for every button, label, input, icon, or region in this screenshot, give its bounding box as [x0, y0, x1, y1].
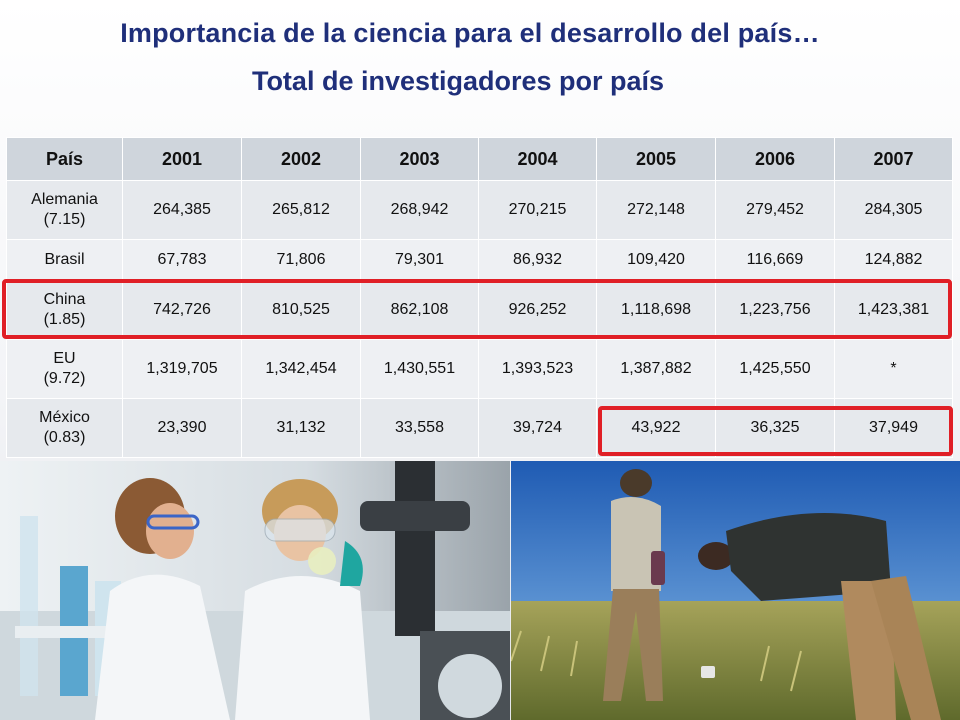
column-header: 2002 [241, 137, 361, 181]
value-cell: 1,430,551 [360, 339, 479, 399]
value-cell: 1,425,550 [715, 339, 835, 399]
value-cell: 33,558 [360, 398, 479, 458]
value-cell: 742,726 [122, 280, 242, 340]
value-cell: 1,342,454 [241, 339, 361, 399]
value-cell: 272,148 [596, 180, 716, 240]
value-cell: 268,942 [360, 180, 479, 240]
column-header: País [6, 137, 123, 181]
value-cell: 67,783 [122, 239, 242, 281]
table-row: México (0.83) 23,390 31,132 33,558 39,724… [6, 398, 953, 458]
country-cell: México (0.83) [6, 398, 123, 458]
value-cell: 36,325 [715, 398, 835, 458]
table-row: EU (9.72) 1,319,705 1,342,454 1,430,551 1… [6, 339, 953, 399]
table-header-row: País 2001 2002 2003 2004 2005 2006 2007 [6, 137, 953, 181]
country-cell: China (1.85) [6, 280, 123, 340]
value-cell: 1,223,756 [715, 280, 835, 340]
value-cell: * [834, 339, 953, 399]
value-cell: 39,724 [478, 398, 597, 458]
value-cell: 1,319,705 [122, 339, 242, 399]
country-cell: Alemania (7.15) [6, 180, 123, 240]
value-cell: 270,215 [478, 180, 597, 240]
column-header: 2004 [478, 137, 597, 181]
value-cell: 109,420 [596, 239, 716, 281]
value-cell: 284,305 [834, 180, 953, 240]
table-row: China (1.85) 742,726 810,525 862,108 926,… [6, 280, 953, 340]
value-cell: 86,932 [478, 239, 597, 281]
value-cell: 862,108 [360, 280, 479, 340]
page-subtitle: Total de investigadores por país [251, 66, 665, 96]
column-header: 2001 [122, 137, 242, 181]
column-header: 2007 [834, 137, 953, 181]
column-header: 2005 [596, 137, 716, 181]
page-title: Importancia de la ciencia para el desarr… [120, 18, 820, 48]
value-cell: 1,387,882 [596, 339, 716, 399]
value-cell: 79,301 [360, 239, 479, 281]
value-cell: 124,882 [834, 239, 953, 281]
value-cell: 43,922 [596, 398, 716, 458]
country-cell: Brasil [6, 239, 123, 281]
value-cell: 279,452 [715, 180, 835, 240]
value-cell: 1,393,523 [478, 339, 597, 399]
value-cell: 265,812 [241, 180, 361, 240]
value-cell: 116,669 [715, 239, 835, 281]
country-cell: EU (9.72) [6, 339, 123, 399]
value-cell: 810,525 [241, 280, 361, 340]
column-header: 2006 [715, 137, 835, 181]
table-row: Brasil 67,783 71,806 79,301 86,932 109,4… [6, 239, 953, 281]
lab-scientists-photo [0, 461, 510, 720]
value-cell: 71,806 [241, 239, 361, 281]
column-header: 2003 [360, 137, 479, 181]
field-researchers-photo [511, 461, 960, 720]
value-cell: 37,949 [834, 398, 953, 458]
value-cell: 23,390 [122, 398, 242, 458]
researchers-table: País 2001 2002 2003 2004 2005 2006 2007 … [6, 137, 953, 458]
value-cell: 1,423,381 [834, 280, 953, 340]
table-row: Alemania (7.15) 264,385 265,812 268,942 2… [6, 180, 953, 240]
value-cell: 264,385 [122, 180, 242, 240]
value-cell: 1,118,698 [596, 280, 716, 340]
value-cell: 31,132 [241, 398, 361, 458]
value-cell: 926,252 [478, 280, 597, 340]
